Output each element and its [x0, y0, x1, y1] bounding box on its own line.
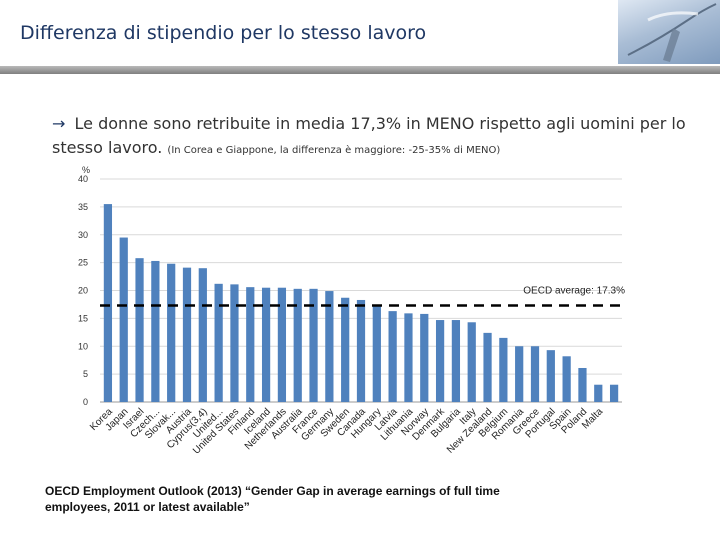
bar — [119, 237, 128, 402]
bar — [562, 356, 571, 402]
bar — [182, 267, 192, 402]
bar — [356, 299, 366, 402]
y-tick-label: 20 — [78, 286, 88, 296]
bar — [246, 287, 255, 402]
header-divider — [0, 66, 720, 74]
y-axis-label: % — [82, 165, 90, 175]
bar — [435, 320, 445, 402]
y-tick-label: 10 — [78, 341, 88, 351]
bar — [451, 320, 461, 402]
page-title: Differenza di stipendio per lo stesso la… — [20, 22, 427, 44]
bar — [609, 384, 619, 402]
bar — [230, 284, 239, 402]
bar — [167, 263, 176, 402]
bar — [277, 287, 287, 402]
bar — [372, 304, 381, 402]
bar — [388, 311, 397, 402]
y-tick-label: 30 — [78, 230, 88, 240]
bar — [151, 260, 160, 402]
bar — [499, 337, 508, 402]
bar — [467, 322, 476, 402]
bar — [483, 332, 492, 402]
bar — [546, 350, 555, 402]
y-tick-label: 5 — [83, 369, 88, 379]
oecd-average-label: OECD average: 17.3% — [523, 285, 625, 296]
statue-image — [618, 0, 720, 64]
lead-text: → Le donne sono retribuite in media 17,3… — [52, 112, 717, 163]
bar — [293, 288, 302, 402]
bar — [309, 288, 318, 402]
bar — [515, 346, 524, 402]
bar — [198, 268, 207, 402]
arrow-icon: → — [52, 114, 66, 133]
lead-note: (In Corea e Giappone, la differenza è ma… — [167, 145, 501, 156]
lead-main: Le donne sono retribuite in media 17,3% … — [52, 114, 686, 157]
bar — [530, 346, 540, 402]
source-note: OECD Employment Outlook (2013) “Gender G… — [45, 484, 500, 514]
bar — [261, 287, 271, 402]
y-tick-label: 25 — [78, 258, 88, 268]
bar — [341, 297, 350, 402]
bar — [404, 313, 413, 402]
y-tick-label: 35 — [78, 202, 88, 212]
bar — [594, 384, 603, 402]
bar — [135, 258, 144, 402]
bar — [420, 313, 429, 402]
y-tick-label: 40 — [78, 174, 88, 184]
y-tick-label: 0 — [83, 397, 88, 407]
bar — [578, 367, 587, 402]
y-tick-label: 15 — [78, 313, 88, 323]
bar — [214, 283, 223, 402]
bar — [325, 291, 334, 402]
bar — [103, 204, 113, 402]
